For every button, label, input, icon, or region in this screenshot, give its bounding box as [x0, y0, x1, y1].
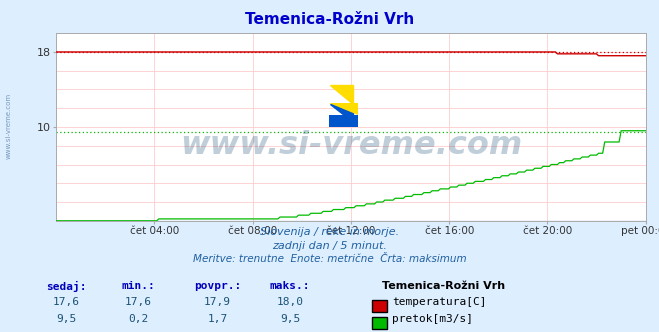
Polygon shape [330, 104, 353, 122]
Text: zadnji dan / 5 minut.: zadnji dan / 5 minut. [272, 241, 387, 251]
Text: 17,9: 17,9 [204, 297, 231, 307]
Text: Temenica-Rožni Vrh: Temenica-Rožni Vrh [245, 12, 414, 27]
Text: sedaj:: sedaj: [45, 281, 86, 291]
Text: 17,6: 17,6 [125, 297, 152, 307]
Polygon shape [330, 85, 353, 104]
Text: temperatura[C]: temperatura[C] [392, 297, 486, 307]
Text: 18,0: 18,0 [277, 297, 303, 307]
Text: pretok[m3/s]: pretok[m3/s] [392, 314, 473, 324]
Polygon shape [328, 103, 358, 115]
Text: min.:: min.: [121, 281, 156, 290]
Text: maks.:: maks.: [270, 281, 310, 290]
Text: 0,2: 0,2 [129, 314, 148, 324]
Text: Temenica-Rožni Vrh: Temenica-Rožni Vrh [382, 281, 505, 290]
Text: povpr.:: povpr.: [194, 281, 241, 290]
Text: Meritve: trenutne  Enote: metrične  Črta: maksimum: Meritve: trenutne Enote: metrične Črta: … [192, 254, 467, 264]
Text: 9,5: 9,5 [280, 314, 300, 324]
Text: 1,7: 1,7 [208, 314, 227, 324]
Text: 17,6: 17,6 [53, 297, 79, 307]
Text: www.si-vreme.com: www.si-vreme.com [5, 93, 11, 159]
Text: Slovenija / reke in morje.: Slovenija / reke in morje. [260, 227, 399, 237]
Text: www.si-vreme.com: www.si-vreme.com [180, 130, 522, 161]
Text: 9,5: 9,5 [56, 314, 76, 324]
Polygon shape [328, 115, 358, 127]
